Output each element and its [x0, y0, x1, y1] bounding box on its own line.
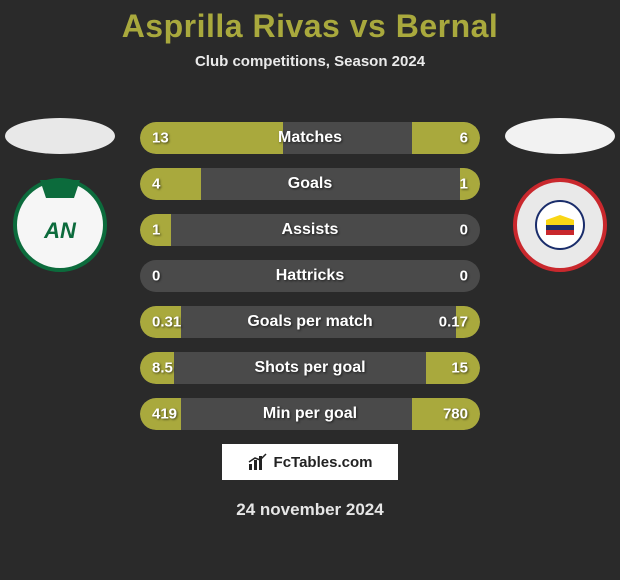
player-left: AN	[0, 118, 120, 272]
chart-icon	[248, 453, 268, 471]
stat-fill-left	[140, 168, 201, 200]
stat-row: Goals per match 0.31 0.17	[140, 306, 480, 338]
stat-value-right: 780	[443, 406, 468, 423]
badge-crenellation-icon	[40, 180, 80, 198]
club-badge-left: AN	[13, 178, 107, 272]
stat-value-right: 15	[451, 360, 468, 377]
stat-label: Goals	[288, 175, 332, 193]
stat-value-right: 0	[460, 268, 468, 285]
stat-label: Assists	[282, 221, 339, 239]
stat-value-left: 8.5	[152, 360, 173, 377]
page-title: Asprilla Rivas vs Bernal	[0, 8, 620, 45]
player-photo-placeholder-left	[5, 118, 115, 154]
stat-value-left: 0.31	[152, 314, 181, 331]
stat-value-left: 419	[152, 406, 177, 423]
stat-value-right: 6	[460, 130, 468, 147]
player-right	[500, 118, 620, 272]
badge-flag-icon	[546, 215, 574, 235]
stat-value-left: 0	[152, 268, 160, 285]
stat-row: Shots per goal 8.5 15	[140, 352, 480, 384]
stat-value-left: 13	[152, 130, 169, 147]
stat-label: Shots per goal	[254, 359, 365, 377]
stat-value-right: 0.17	[439, 314, 468, 331]
stat-value-left: 4	[152, 176, 160, 193]
footer-date: 24 november 2024	[0, 500, 620, 520]
player-photo-placeholder-right	[505, 118, 615, 154]
stat-row: Goals 4 1	[140, 168, 480, 200]
stat-label: Min per goal	[263, 405, 357, 423]
stat-row: Hattricks 0 0	[140, 260, 480, 292]
header: Asprilla Rivas vs Bernal Club competitio…	[0, 0, 620, 70]
stat-value-right: 1	[460, 176, 468, 193]
stat-label: Hattricks	[276, 267, 344, 285]
stat-value-left: 1	[152, 222, 160, 239]
club-badge-right	[513, 178, 607, 272]
stat-label: Matches	[278, 129, 342, 147]
stat-row: Matches 13 6	[140, 122, 480, 154]
brand-logo[interactable]: FcTables.com	[222, 444, 398, 480]
club-initials-left: AN	[44, 218, 76, 244]
stats-list: Matches 13 6 Goals 4 1 Assists 1 0 Hattricks 0 0 Goa…	[140, 122, 480, 430]
stat-value-right: 0	[460, 222, 468, 239]
stat-row: Min per goal 419 780	[140, 398, 480, 430]
stat-fill-right	[412, 122, 480, 154]
badge-inner-right-icon	[535, 200, 585, 250]
stat-row: Assists 1 0	[140, 214, 480, 246]
stat-label: Goals per match	[247, 313, 372, 331]
brand-name: FcTables.com	[274, 454, 373, 471]
page-subtitle: Club competitions, Season 2024	[0, 53, 620, 70]
